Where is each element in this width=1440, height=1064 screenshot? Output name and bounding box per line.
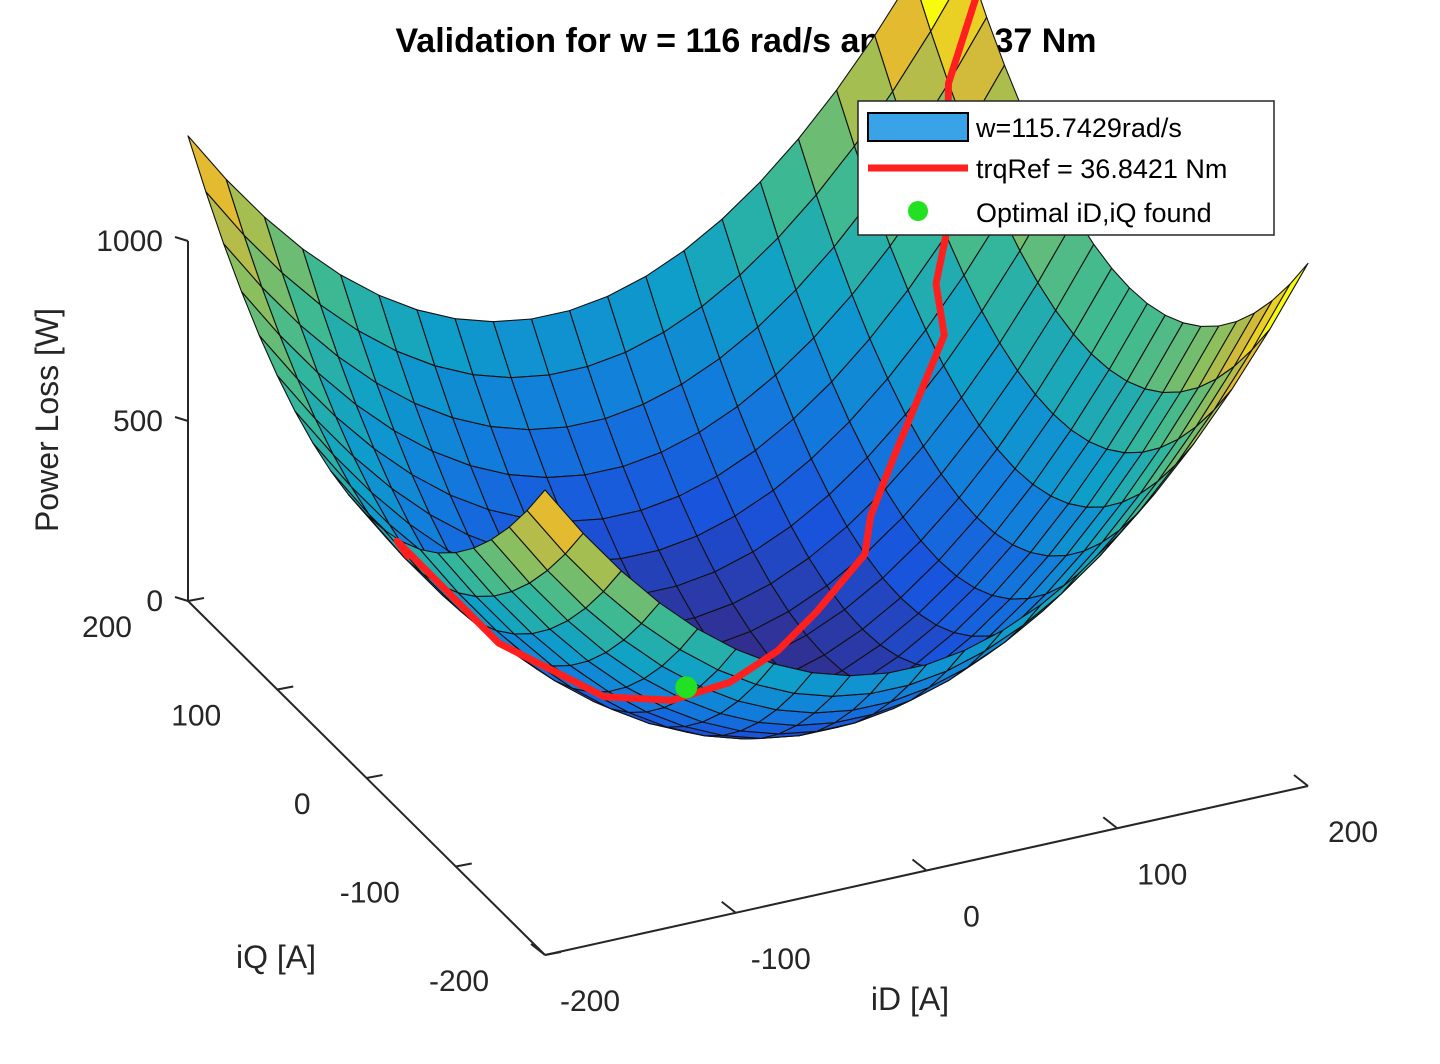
x-tick-label: -100 (751, 943, 811, 976)
y-tick-mark (366, 774, 383, 779)
y-tick-mark (544, 951, 562, 956)
x-tick-label: 0 (963, 901, 980, 934)
y-tick-label: 0 (294, 788, 311, 821)
x-tick-label: 200 (1328, 816, 1378, 849)
y-tick-mark (455, 862, 472, 868)
legend-entry-line: trqRef = 36.8421 Nm (976, 154, 1227, 184)
legend: w=115.7429rad/s trqRef = 36.8421 Nm Opti… (857, 100, 1275, 236)
x-tick-mark (911, 858, 928, 872)
x-tick-mark (721, 900, 737, 914)
optimal-point-marker (675, 676, 698, 699)
y-tick-label: -100 (340, 877, 400, 910)
y-tick-label: 200 (82, 611, 132, 644)
surface-cell (920, 0, 950, 32)
z-tick-label: 1000 (96, 225, 163, 258)
y-axis-label: iQ [A] (236, 939, 316, 975)
surface-cell (526, 489, 584, 555)
y-tick-label: -200 (429, 965, 489, 998)
legend-surface-swatch (867, 112, 969, 142)
optimal-marker-layer (675, 676, 698, 699)
legend-entry-surface: w=115.7429rad/s (975, 113, 1182, 143)
x-tick-label: -200 (560, 985, 620, 1018)
x-tick-label: 100 (1137, 858, 1187, 891)
surface-plot (187, 0, 1309, 740)
z-tick-mark (174, 236, 189, 242)
y-tick-label: 100 (171, 700, 221, 733)
y-tick-mark (277, 685, 294, 691)
z-tick-mark (174, 416, 189, 422)
x-axis-label: iD [A] (871, 981, 949, 1017)
x-tick-mark (530, 943, 546, 956)
x-tick-mark (1293, 774, 1309, 787)
y-tick-mark (187, 597, 205, 602)
z-tick-label: 0 (146, 585, 163, 618)
x-tick-mark (1102, 816, 1118, 830)
axes: -200 -100 0 100 200 -200 -100 0 100 200 0 500 1000 (82, 225, 1378, 1018)
z-tick-mark (174, 596, 189, 602)
z-tick-label: 500 (113, 405, 163, 438)
legend-marker-swatch (908, 201, 928, 221)
z-axis-label: Power Loss [W] (29, 308, 65, 532)
legend-entry-marker: Optimal iD,iQ found (976, 198, 1212, 228)
